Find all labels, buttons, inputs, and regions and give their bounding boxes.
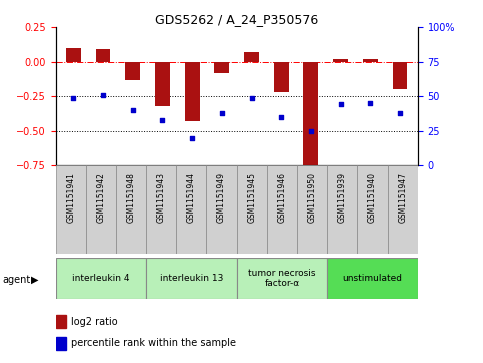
Bar xyxy=(146,165,176,254)
Text: GSM1151943: GSM1151943 xyxy=(156,172,166,223)
Bar xyxy=(357,165,388,254)
Point xyxy=(70,95,77,101)
Bar xyxy=(327,258,418,299)
Bar xyxy=(214,62,229,73)
Bar xyxy=(56,258,146,299)
Bar xyxy=(86,165,116,254)
Point xyxy=(99,92,107,98)
Text: GSM1151941: GSM1151941 xyxy=(66,172,75,223)
Bar xyxy=(116,165,146,254)
Text: ▶: ▶ xyxy=(31,275,39,285)
Point xyxy=(129,107,137,113)
Text: interleukin 13: interleukin 13 xyxy=(160,274,223,283)
Bar xyxy=(155,62,170,106)
Point xyxy=(307,128,315,134)
Text: GSM1151944: GSM1151944 xyxy=(187,172,196,223)
Bar xyxy=(176,165,207,254)
Title: GDS5262 / A_24_P350576: GDS5262 / A_24_P350576 xyxy=(155,13,318,26)
Text: GSM1151942: GSM1151942 xyxy=(96,172,105,223)
Bar xyxy=(125,62,140,79)
Text: GSM1151939: GSM1151939 xyxy=(338,172,347,223)
Bar xyxy=(56,337,66,350)
Text: GSM1151940: GSM1151940 xyxy=(368,172,377,223)
Bar xyxy=(327,165,357,254)
Bar xyxy=(333,59,348,62)
Text: GSM1151949: GSM1151949 xyxy=(217,172,226,223)
Bar xyxy=(303,62,318,176)
Bar xyxy=(388,165,418,254)
Bar xyxy=(237,165,267,254)
Text: GSM1151950: GSM1151950 xyxy=(308,172,317,223)
Bar xyxy=(363,59,378,62)
Point xyxy=(218,110,226,116)
Point xyxy=(396,110,404,116)
Bar xyxy=(244,52,259,62)
Bar xyxy=(274,62,289,92)
Text: GSM1151948: GSM1151948 xyxy=(127,172,136,223)
Point xyxy=(158,117,166,123)
Bar xyxy=(56,315,66,329)
Text: GSM1151947: GSM1151947 xyxy=(398,172,407,223)
Point xyxy=(277,114,285,120)
Bar xyxy=(393,62,407,89)
Point xyxy=(367,100,374,106)
Bar xyxy=(237,258,327,299)
Text: GSM1151945: GSM1151945 xyxy=(247,172,256,223)
Bar xyxy=(146,258,237,299)
Text: percentile rank within the sample: percentile rank within the sample xyxy=(71,338,236,348)
Bar xyxy=(267,165,297,254)
Text: tumor necrosis
factor-α: tumor necrosis factor-α xyxy=(248,269,316,288)
Text: unstimulated: unstimulated xyxy=(342,274,402,283)
Bar xyxy=(96,49,111,62)
Text: interleukin 4: interleukin 4 xyxy=(72,274,129,283)
Text: GSM1151946: GSM1151946 xyxy=(277,172,286,223)
Bar xyxy=(207,165,237,254)
Text: agent: agent xyxy=(2,275,30,285)
Bar xyxy=(185,62,199,121)
Point xyxy=(248,95,256,101)
Bar xyxy=(66,48,81,62)
Text: log2 ratio: log2 ratio xyxy=(71,317,117,327)
Bar xyxy=(56,165,86,254)
Point xyxy=(188,135,196,140)
Point xyxy=(337,102,344,107)
Bar xyxy=(297,165,327,254)
